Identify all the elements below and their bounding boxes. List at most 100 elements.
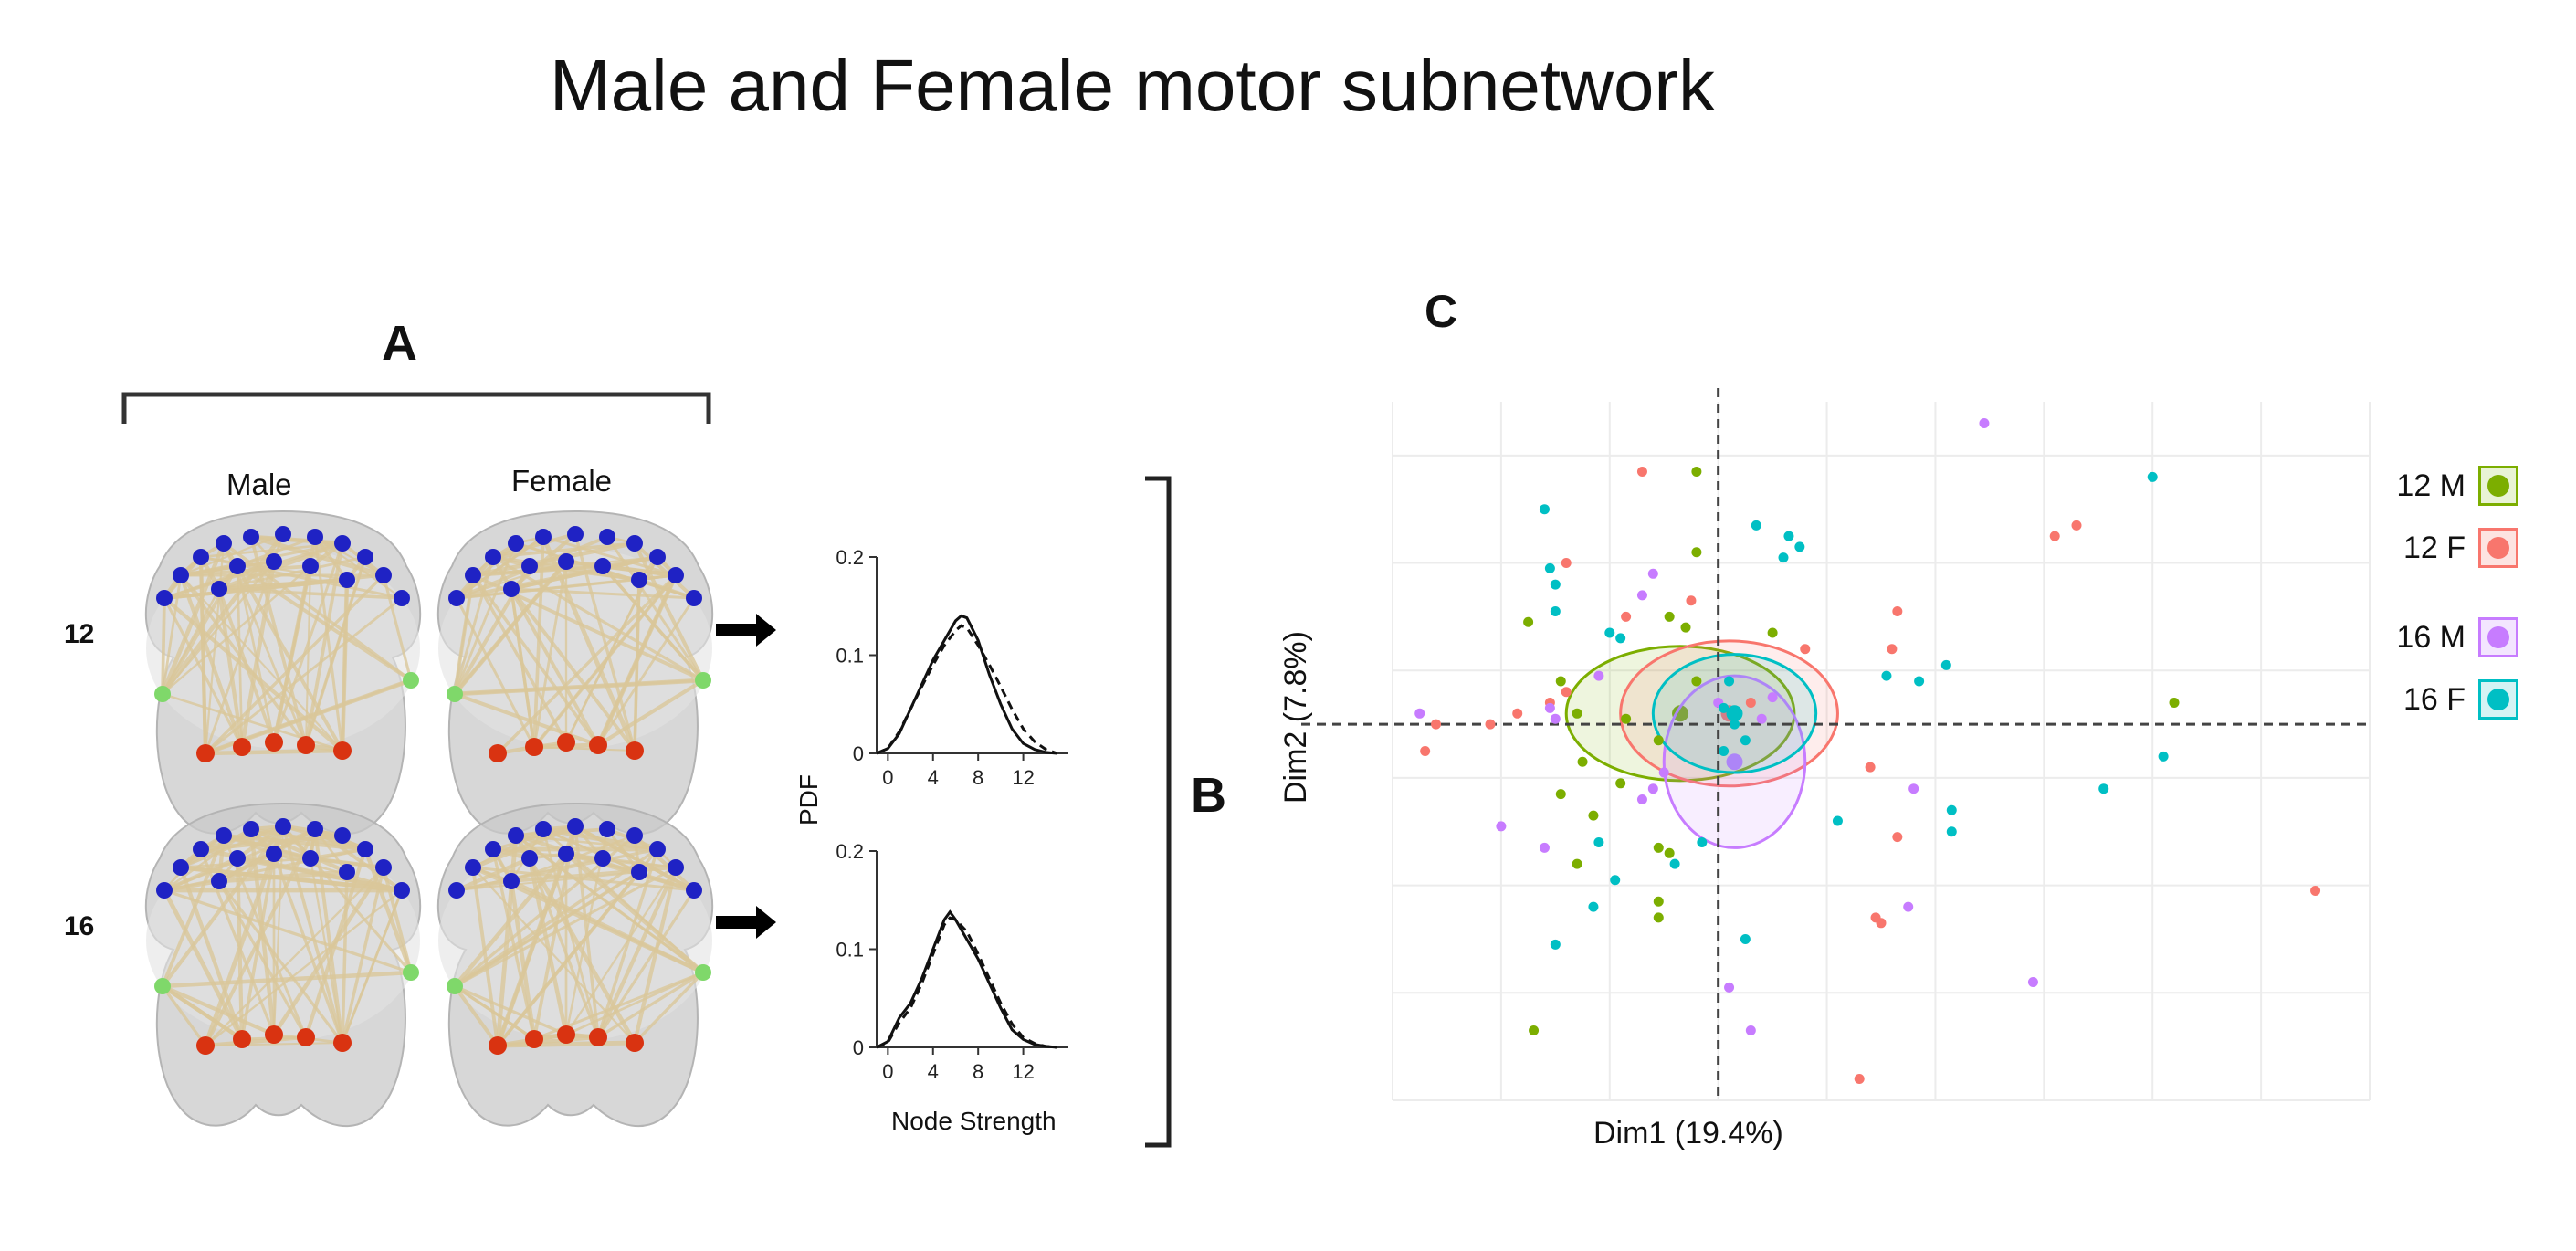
network-node bbox=[193, 841, 209, 857]
network-edge bbox=[509, 880, 537, 1040]
x-tick-label: 12 bbox=[1012, 766, 1034, 789]
network-node bbox=[525, 1030, 543, 1048]
data-point bbox=[2147, 471, 2158, 482]
network-node bbox=[668, 567, 684, 583]
group-centroid bbox=[1672, 705, 1689, 722]
brain-network-image bbox=[436, 802, 714, 1128]
figure-title: Male and Female motor subnetwork bbox=[549, 45, 1716, 126]
data-point bbox=[1892, 606, 1903, 616]
network-node bbox=[589, 736, 607, 754]
network-edge bbox=[515, 827, 608, 837]
legend-label: 16 F bbox=[2403, 681, 2466, 717]
network-node bbox=[216, 535, 232, 552]
network-node bbox=[485, 841, 501, 857]
network-node bbox=[297, 736, 315, 754]
network-node bbox=[403, 964, 419, 981]
network-edge bbox=[162, 888, 245, 1041]
network-node bbox=[695, 964, 711, 981]
network-edge bbox=[272, 866, 385, 1036]
y-tick-label: 0 bbox=[853, 742, 864, 765]
data-point bbox=[1621, 611, 1632, 622]
network-node bbox=[489, 1036, 507, 1055]
network-edge bbox=[161, 984, 244, 1041]
network-edge bbox=[340, 579, 350, 752]
data-point bbox=[1730, 719, 1740, 730]
legend-dot bbox=[2487, 626, 2509, 648]
data-point bbox=[1697, 837, 1708, 848]
network-node bbox=[589, 1028, 607, 1046]
data-point bbox=[1887, 644, 1898, 655]
network-edge bbox=[199, 556, 207, 754]
data-point bbox=[1680, 622, 1691, 633]
legend-item-16m: 16 M bbox=[2383, 617, 2518, 657]
network-node bbox=[599, 529, 615, 545]
panel-c-label: C bbox=[1425, 286, 1458, 337]
network-node bbox=[448, 882, 465, 899]
x-tick-label: 0 bbox=[882, 1060, 893, 1083]
data-point bbox=[1854, 1073, 1865, 1084]
network-edge bbox=[492, 825, 576, 851]
data-point bbox=[1740, 735, 1751, 746]
network-edge bbox=[471, 574, 568, 743]
network-edge bbox=[180, 865, 403, 893]
arrow-right-icon bbox=[716, 614, 776, 647]
network-node bbox=[686, 590, 702, 606]
network-node bbox=[626, 741, 644, 760]
network-edge bbox=[240, 853, 276, 1040]
network-node bbox=[302, 558, 319, 574]
network-edge bbox=[200, 833, 343, 852]
y-tick-label: 0 bbox=[853, 1036, 864, 1059]
network-edge bbox=[453, 556, 495, 695]
data-point bbox=[1719, 746, 1730, 756]
distribution-x-label: Node Strength bbox=[891, 1107, 1057, 1135]
network-edge bbox=[565, 852, 695, 892]
arrow-right-icon bbox=[716, 906, 776, 939]
network-node bbox=[196, 1036, 215, 1055]
network-edge bbox=[596, 597, 696, 746]
network-node bbox=[558, 553, 574, 570]
network-edge bbox=[456, 847, 658, 892]
network-node bbox=[334, 827, 351, 844]
data-point bbox=[1664, 611, 1675, 622]
network-node bbox=[448, 590, 465, 606]
pca-y-label: Dim2 (7.8%) bbox=[1278, 631, 1313, 804]
network-edge bbox=[528, 857, 600, 1038]
network-edge bbox=[249, 536, 308, 746]
network-edge bbox=[596, 867, 678, 1038]
data-point bbox=[1724, 676, 1735, 687]
data-point bbox=[1621, 713, 1632, 724]
network-node bbox=[403, 672, 419, 689]
legend-key bbox=[2478, 617, 2518, 657]
network-node bbox=[154, 686, 171, 702]
network-edge bbox=[471, 573, 600, 747]
data-point bbox=[1572, 708, 1582, 719]
network-edge bbox=[313, 536, 344, 752]
data-point bbox=[2158, 751, 2169, 762]
network-edge bbox=[250, 826, 348, 875]
network-edge bbox=[250, 535, 343, 545]
data-point bbox=[1561, 687, 1572, 698]
data-point bbox=[1794, 541, 1805, 552]
network-edge bbox=[161, 825, 285, 988]
network-node bbox=[302, 850, 319, 867]
network-node bbox=[307, 821, 323, 837]
network-edge bbox=[596, 678, 705, 747]
network-node bbox=[695, 672, 711, 689]
data-point bbox=[1577, 756, 1588, 767]
network-node bbox=[333, 741, 352, 760]
panel-a-label: A bbox=[382, 316, 417, 371]
network-edge bbox=[382, 867, 413, 973]
network-edge bbox=[565, 971, 704, 1036]
network-node bbox=[649, 549, 666, 565]
data-point bbox=[1572, 858, 1582, 869]
data-point bbox=[1903, 901, 1914, 912]
network-node bbox=[334, 535, 351, 552]
data-point bbox=[1946, 804, 1957, 815]
network-edge bbox=[273, 851, 384, 870]
network-node bbox=[594, 850, 611, 867]
network-node bbox=[535, 821, 552, 837]
network-node bbox=[649, 841, 666, 857]
data-point bbox=[1940, 659, 1951, 670]
y-tick-label: 0.2 bbox=[836, 840, 864, 863]
panel-a-bracket bbox=[121, 392, 711, 424]
